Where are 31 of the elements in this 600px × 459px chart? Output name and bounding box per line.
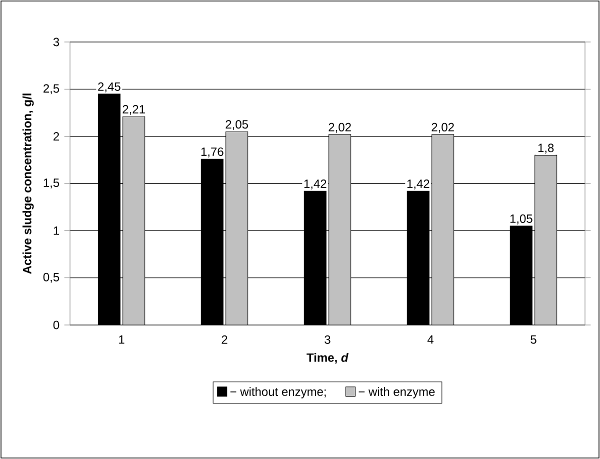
y-tick-label: 0,5: [43, 272, 60, 283]
y-tick-label: 0: [53, 320, 60, 330]
data-label: 1,76: [201, 147, 224, 158]
data-label: 2,02: [328, 122, 351, 133]
data-label: 2,21: [122, 104, 145, 115]
y-tick-label: 2,5: [44, 84, 60, 94]
y-tick-label: 2: [54, 132, 59, 141]
bar: [534, 154, 558, 325]
data-label: 2,45: [98, 82, 120, 92]
x-tick-label: 3: [324, 335, 330, 344]
bar: [122, 116, 146, 325]
x-tick-label: 1: [119, 335, 124, 344]
x-axis-title: Time, d: [306, 353, 348, 364]
x-tick-label: 4: [427, 335, 434, 344]
x-tick-label: 5: [530, 335, 536, 344]
x-tick-label: 2: [222, 335, 228, 344]
data-label: 1,42: [407, 180, 430, 190]
y-tick-label: 1,5: [44, 178, 60, 188]
y-axis-title: Active sludge concentration, g/l: [22, 94, 34, 274]
y-tick-label: 1: [54, 226, 60, 235]
data-label: 2,05: [226, 120, 248, 130]
data-label: 1,05: [510, 214, 532, 224]
data-label: 1,42: [304, 180, 326, 190]
bar: [328, 134, 352, 325]
legend-label: − with enzyme: [358, 387, 435, 398]
legend-label: − without enzyme;: [230, 387, 326, 398]
bar: [226, 131, 248, 325]
bar: [432, 134, 454, 325]
data-label: 1,8: [538, 144, 554, 154]
y-tick-label: 3: [53, 38, 60, 46]
data-label: 2,02: [432, 122, 454, 133]
